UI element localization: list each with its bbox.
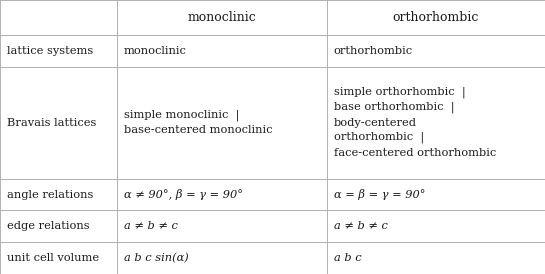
Bar	[117, 179, 327, 210]
Bar	[0, 179, 117, 210]
Bar	[327, 67, 545, 179]
Text: a ≠ b ≠ c: a ≠ b ≠ c	[334, 221, 387, 231]
Text: a b c sin(α): a b c sin(α)	[124, 253, 189, 263]
Bar	[0, 210, 117, 242]
Bar	[117, 67, 327, 179]
Bar	[327, 210, 545, 242]
Text: angle relations: angle relations	[7, 190, 93, 199]
Text: unit cell volume: unit cell volume	[7, 253, 99, 263]
Text: a b c: a b c	[334, 253, 361, 263]
Bar	[327, 35, 545, 67]
Text: face-centered orthorhombic: face-centered orthorhombic	[334, 148, 496, 158]
Bar	[0, 35, 117, 67]
Bar	[117, 210, 327, 242]
Text: α = β = γ = 90°: α = β = γ = 90°	[334, 189, 425, 200]
Text: α ≠ 90°, β = γ = 90°: α ≠ 90°, β = γ = 90°	[124, 189, 243, 200]
Text: orthorhombic: orthorhombic	[393, 11, 479, 24]
Text: Bravais lattices: Bravais lattices	[7, 118, 96, 128]
Text: simple monoclinic  |: simple monoclinic |	[124, 109, 239, 121]
Text: edge relations: edge relations	[7, 221, 89, 231]
Text: a ≠ b ≠ c: a ≠ b ≠ c	[124, 221, 178, 231]
Bar	[0, 0, 117, 35]
Text: base-centered monoclinic: base-centered monoclinic	[124, 125, 272, 135]
Text: orthorhombic: orthorhombic	[334, 46, 413, 56]
Bar	[0, 67, 117, 179]
Bar	[327, 179, 545, 210]
Bar	[117, 0, 327, 35]
Text: body-centered: body-centered	[334, 118, 416, 128]
Text: monoclinic: monoclinic	[124, 46, 186, 56]
Bar	[327, 0, 545, 35]
Text: orthorhombic  |: orthorhombic |	[334, 132, 424, 143]
Bar	[117, 35, 327, 67]
Text: lattice systems: lattice systems	[7, 46, 93, 56]
Text: monoclinic: monoclinic	[187, 11, 257, 24]
Text: base orthorhombic  |: base orthorhombic |	[334, 102, 454, 113]
Text: simple orthorhombic  |: simple orthorhombic |	[334, 87, 465, 98]
